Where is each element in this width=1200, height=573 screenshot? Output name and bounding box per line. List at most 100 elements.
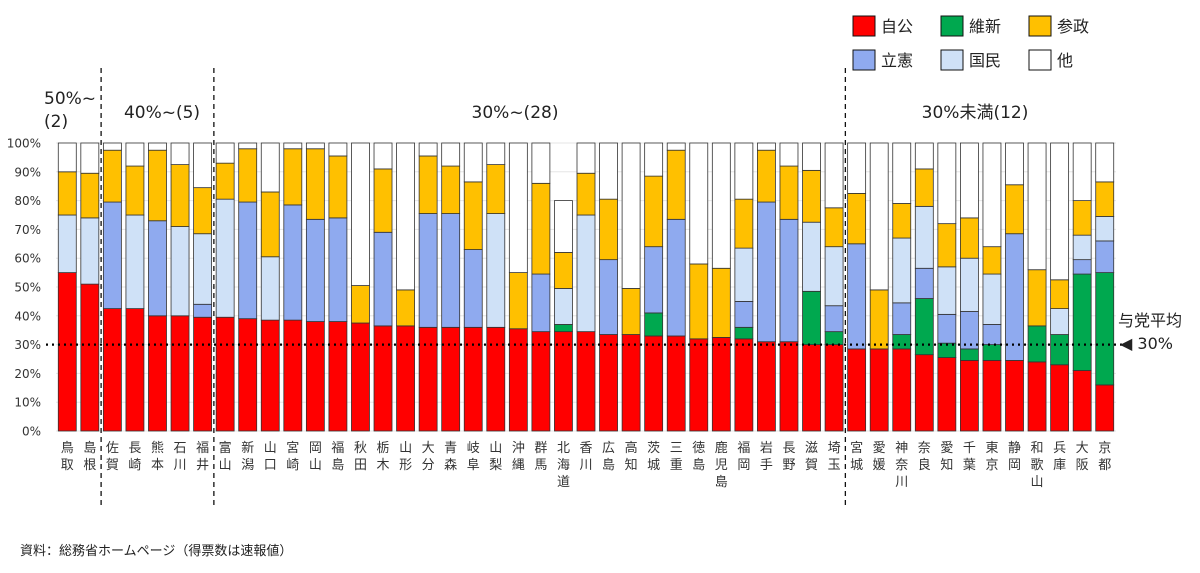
bar-segment [824,142,844,209]
bar-segment [57,214,77,273]
bar-segment [238,148,258,203]
bar-segment [328,217,348,322]
x-tick-label: 広島 [602,441,615,473]
bar-stack [982,142,1002,432]
bar-segment [914,267,934,299]
bar-segment [644,175,664,248]
bar-segment [666,149,686,220]
bar-stack [102,142,122,432]
bar-segment [57,272,77,432]
bar-stack [373,142,393,432]
bar-segment [1005,142,1024,186]
bar-segment [892,348,912,432]
bar-segment [621,142,641,289]
bar-segment [531,182,551,275]
bar-segment [215,316,235,432]
bar-segment [215,198,235,318]
bar-segment [531,331,551,432]
legend-swatch [1028,49,1052,71]
bar-segment [554,324,573,333]
bar-segment [80,142,100,174]
bar-segment [170,164,190,227]
bar-segment [418,155,438,214]
bar-segment [441,165,461,214]
bar-segment [914,354,934,432]
bar-segment [1005,184,1024,235]
legend-label: 自公 [881,17,913,36]
bar-segment [644,246,664,314]
bar-stack [125,142,145,432]
bar-segment [599,142,618,200]
bar-segment [689,263,709,340]
bar-segment [892,334,912,350]
legend-swatch [940,15,964,37]
bar-segment [486,326,506,432]
bar-segment [238,201,258,320]
x-tick-label: 長崎 [128,441,141,473]
group-label: 50%~ [44,89,96,109]
bar-segment [170,226,190,317]
bar-stack [193,142,212,432]
bar-segment [937,357,957,432]
bar-segment [779,165,799,220]
legend-swatch [852,49,876,71]
bar-segment [80,217,100,285]
x-tick-label: 東京 [985,440,998,473]
bar-segment [102,308,122,432]
x-tick-label: 京都 [1098,441,1111,473]
bar-segment [621,288,641,335]
bar-segment [824,207,844,248]
bar-stack [689,142,709,432]
x-tick-label: 岡山 [309,441,322,473]
bar-segment [328,155,348,219]
bar-segment [1072,200,1092,236]
x-tick-label: 佐賀 [106,441,119,473]
bar-segment [1050,279,1070,309]
bar-segment [463,181,483,250]
bar-segment [554,331,573,432]
x-tick-label: 愛知 [940,441,953,473]
x-tick-label: 石川 [174,441,187,473]
bar-segment [847,243,867,350]
bar-segment [396,289,415,327]
bar-segment [576,172,596,216]
legend-label: 立憲 [881,51,913,70]
bar-segment [666,335,686,432]
bar-stack [170,142,190,432]
bar-segment [1050,308,1070,335]
bar-stack [1050,142,1070,432]
x-tick-label: 岩手 [760,441,773,473]
bar-segment [351,322,370,432]
bar-segment [215,162,235,200]
bar-segment [193,233,212,305]
y-tick-label: 60% [14,252,41,266]
x-tick-label: 奈良 [918,441,931,473]
bar-stack [215,142,235,432]
x-tick-label: 兵庫 [1053,441,1066,473]
bar-stack [734,142,754,432]
bar-segment [351,285,370,324]
bar-segment [486,164,506,214]
bar-segment [1027,269,1047,327]
bar-stack [892,142,912,432]
bar-stack [441,142,461,432]
bar-segment [892,237,912,304]
bar-segment [824,331,844,346]
x-tick-label: 福岡 [737,441,750,473]
x-tick-label: 熊本 [151,440,164,473]
bar-segment [982,273,1002,325]
x-tick-label: 神奈川 [895,441,908,490]
bar-segment [193,303,212,318]
bar-segment [802,142,821,171]
bar-segment [869,289,889,350]
bar-segment [960,360,979,432]
bar-segment [486,142,506,166]
bar-segment [914,168,934,207]
reference-line: 与党平均 ◀ 30% [46,311,1182,353]
bar-segment [711,336,731,432]
bars [57,142,1115,432]
legend-swatch [1028,15,1052,37]
bar-segment [193,142,212,189]
